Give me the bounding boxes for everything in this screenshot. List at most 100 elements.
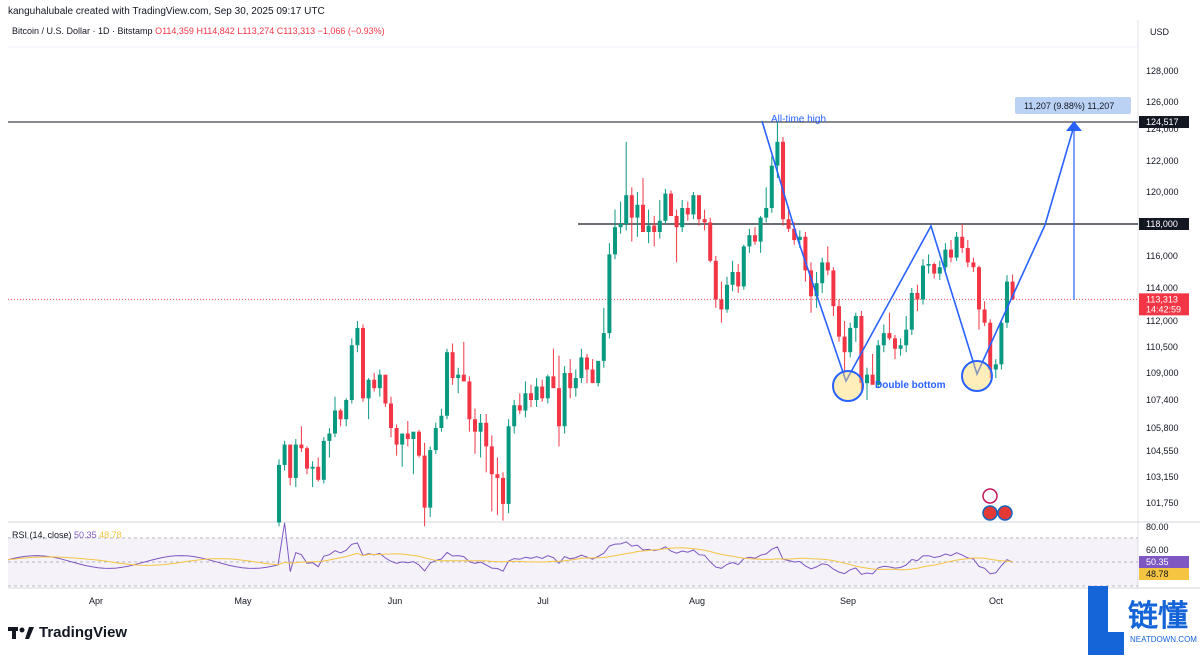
candle-body xyxy=(747,235,752,247)
candle-body xyxy=(534,386,539,400)
candle-body xyxy=(389,403,393,428)
time-axis-label: Aug xyxy=(689,596,705,606)
candle-body xyxy=(904,329,909,346)
price-tick-label: 109,000 xyxy=(1146,368,1179,378)
candle-body xyxy=(305,448,309,469)
candle-body xyxy=(814,283,819,297)
candle-body xyxy=(825,262,830,271)
candle-body xyxy=(557,388,561,427)
candle-body xyxy=(758,217,763,242)
current-price-countdown: 14:42:59 xyxy=(1146,304,1181,314)
candle-body xyxy=(512,405,517,427)
candle-body xyxy=(893,338,897,349)
candle-body xyxy=(277,464,281,523)
tradingview-logo-icon xyxy=(8,626,34,640)
candle-body xyxy=(585,357,589,370)
candle-body xyxy=(820,262,825,284)
candle-body xyxy=(982,309,987,323)
candle-body xyxy=(792,228,797,240)
candle-body xyxy=(405,433,410,440)
candle-body xyxy=(355,327,360,346)
candle-body xyxy=(394,428,399,445)
time-axis-label: Sep xyxy=(840,596,856,606)
tradingview-logo[interactable]: TradingView xyxy=(8,624,127,641)
candle-body xyxy=(859,316,864,384)
candle-body xyxy=(960,236,965,248)
candle-body xyxy=(517,405,522,411)
current-price-tag-text: 113,313 xyxy=(1146,294,1178,304)
candle-body xyxy=(881,333,886,346)
candle-body xyxy=(797,236,802,240)
resistance-level-tag-text: 118,000 xyxy=(1146,219,1178,229)
candle-body xyxy=(932,264,937,274)
rsi-line xyxy=(7,522,1013,575)
candle-body xyxy=(613,227,617,255)
candle-body xyxy=(422,455,427,508)
rsi-legend: RSI (14, close) 50.35 48.78 xyxy=(12,530,122,540)
candle-body xyxy=(937,267,942,274)
candle-body xyxy=(926,264,931,266)
candle-body xyxy=(954,236,959,258)
candle-body xyxy=(590,369,595,384)
candle-body xyxy=(456,374,461,379)
time-axis-label: Apr xyxy=(89,596,103,606)
candle-body xyxy=(601,333,606,361)
candle-body xyxy=(293,444,298,478)
candle-body xyxy=(674,216,679,228)
candle-body xyxy=(753,235,757,242)
candle-body xyxy=(411,431,416,440)
candle-body xyxy=(853,316,858,328)
ohlc-high: H114,842 xyxy=(196,26,235,36)
candle-body xyxy=(680,208,685,228)
candle-body xyxy=(769,165,774,208)
first-bottom-circle xyxy=(832,370,864,402)
candle-body xyxy=(484,422,489,447)
candle-body xyxy=(439,415,444,428)
candle-body xyxy=(842,336,847,353)
candle-body xyxy=(618,224,623,228)
price-tick-label: 112,000 xyxy=(1146,316,1178,326)
candle-body xyxy=(506,426,511,504)
candle-body xyxy=(943,249,948,268)
candle-body xyxy=(288,444,293,478)
currency-label[interactable]: USD xyxy=(1150,27,1170,37)
price-tick-label: 103,150 xyxy=(1146,472,1179,482)
neatdown-watermark: 链懂 NEATDOWN.COM xyxy=(1088,586,1200,655)
candle-body xyxy=(562,373,567,427)
candles-group xyxy=(277,122,1015,527)
ohlc-close: C113,313 xyxy=(276,26,316,36)
watermark-en-text: NEATDOWN.COM xyxy=(1130,635,1197,644)
target-label-box xyxy=(1015,97,1131,114)
candle-body xyxy=(831,270,836,307)
candle-body xyxy=(775,141,780,166)
candle-body xyxy=(887,333,892,339)
candle-body xyxy=(803,236,808,271)
candle-body xyxy=(473,419,477,432)
rsi-title: RSI (14, close) xyxy=(12,530,72,540)
candle-body xyxy=(366,379,371,399)
candle-body xyxy=(383,374,388,404)
current-price-tag xyxy=(1139,293,1189,316)
time-axis-label: May xyxy=(234,596,252,606)
candle-body xyxy=(965,248,970,263)
candle-body xyxy=(685,208,690,215)
rsi-value: 50.35 xyxy=(74,530,97,540)
pattern-zigzag-line xyxy=(761,120,1046,383)
candle-body xyxy=(809,270,813,297)
rsi-tick-label: 80.00 xyxy=(1146,522,1169,532)
candle-body xyxy=(361,327,365,399)
candle-body xyxy=(579,357,584,379)
candle-body xyxy=(349,345,354,400)
candle-body xyxy=(316,466,321,480)
candle-body xyxy=(641,204,645,232)
price-tick-label: 110,500 xyxy=(1146,342,1178,352)
candle-body xyxy=(321,440,326,480)
price-tick-label: 122,000 xyxy=(1146,156,1179,166)
candle-body xyxy=(1010,281,1015,300)
price-tick-label: 116,000 xyxy=(1146,251,1178,261)
candle-body xyxy=(702,219,707,223)
candle-body xyxy=(635,204,640,218)
candle-body xyxy=(400,433,405,445)
